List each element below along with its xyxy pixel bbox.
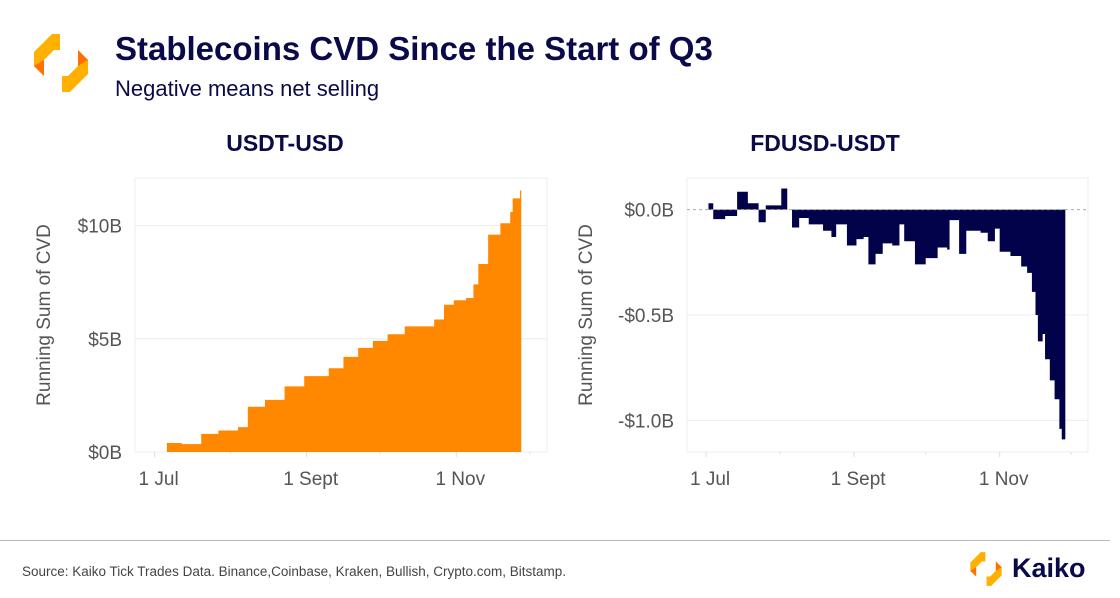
footer-divider bbox=[0, 540, 1110, 541]
charts-canvas: $0B $5B $10B 1 Jul 1 Sept 1 Nov Running Sum of… bbox=[34, 177, 1089, 490]
y-tick-label: $5B bbox=[88, 330, 122, 351]
panel-title-fdusd-usdt: FDUSD-USDT bbox=[750, 130, 900, 156]
chart-panel-1: $0.0B -$0.5B -$1.0B 1 Jul 1 Sept 1 Nov Running… bbox=[576, 177, 1089, 490]
x-tick-label: 1 Nov bbox=[979, 469, 1029, 490]
y-axis-title: Running Sum of CVD bbox=[576, 224, 597, 406]
y-tick-label: $0.0B bbox=[624, 201, 674, 222]
chart-panel-0: $0B $5B $10B 1 Jul 1 Sept 1 Nov Running Sum of… bbox=[34, 177, 548, 490]
y-tick-label: -$0.5B bbox=[618, 306, 674, 327]
x-tick-label: 1 Sept bbox=[831, 469, 887, 490]
panel-title-usdt-usd: USDT-USD bbox=[226, 130, 344, 156]
kaiko-logo-icon bbox=[34, 34, 88, 92]
y-tick-label: $0B bbox=[88, 443, 122, 464]
y-tick-label: -$1.0B bbox=[618, 411, 674, 432]
y-axis-title: Running Sum of CVD bbox=[34, 224, 55, 406]
kaiko-brand-icon bbox=[970, 552, 1002, 586]
chart-subtitle: Negative means net selling bbox=[115, 76, 380, 101]
y-tick-label: $10B bbox=[78, 217, 122, 238]
kaiko-brand-name: Kaiko bbox=[1012, 553, 1086, 583]
chart-title: Stablecoins CVD Since the Start of Q3 bbox=[115, 30, 713, 67]
source-note: Source: Kaiko Tick Trades Data. Binance,… bbox=[22, 564, 566, 579]
cvd-area-series bbox=[154, 190, 522, 453]
x-tick-label: 1 Nov bbox=[435, 469, 485, 490]
x-tick-label: 1 Jul bbox=[690, 469, 730, 490]
x-tick-label: 1 Sept bbox=[283, 469, 339, 490]
x-tick-label: 1 Jul bbox=[139, 469, 179, 490]
cvd-area-series bbox=[706, 188, 1066, 440]
